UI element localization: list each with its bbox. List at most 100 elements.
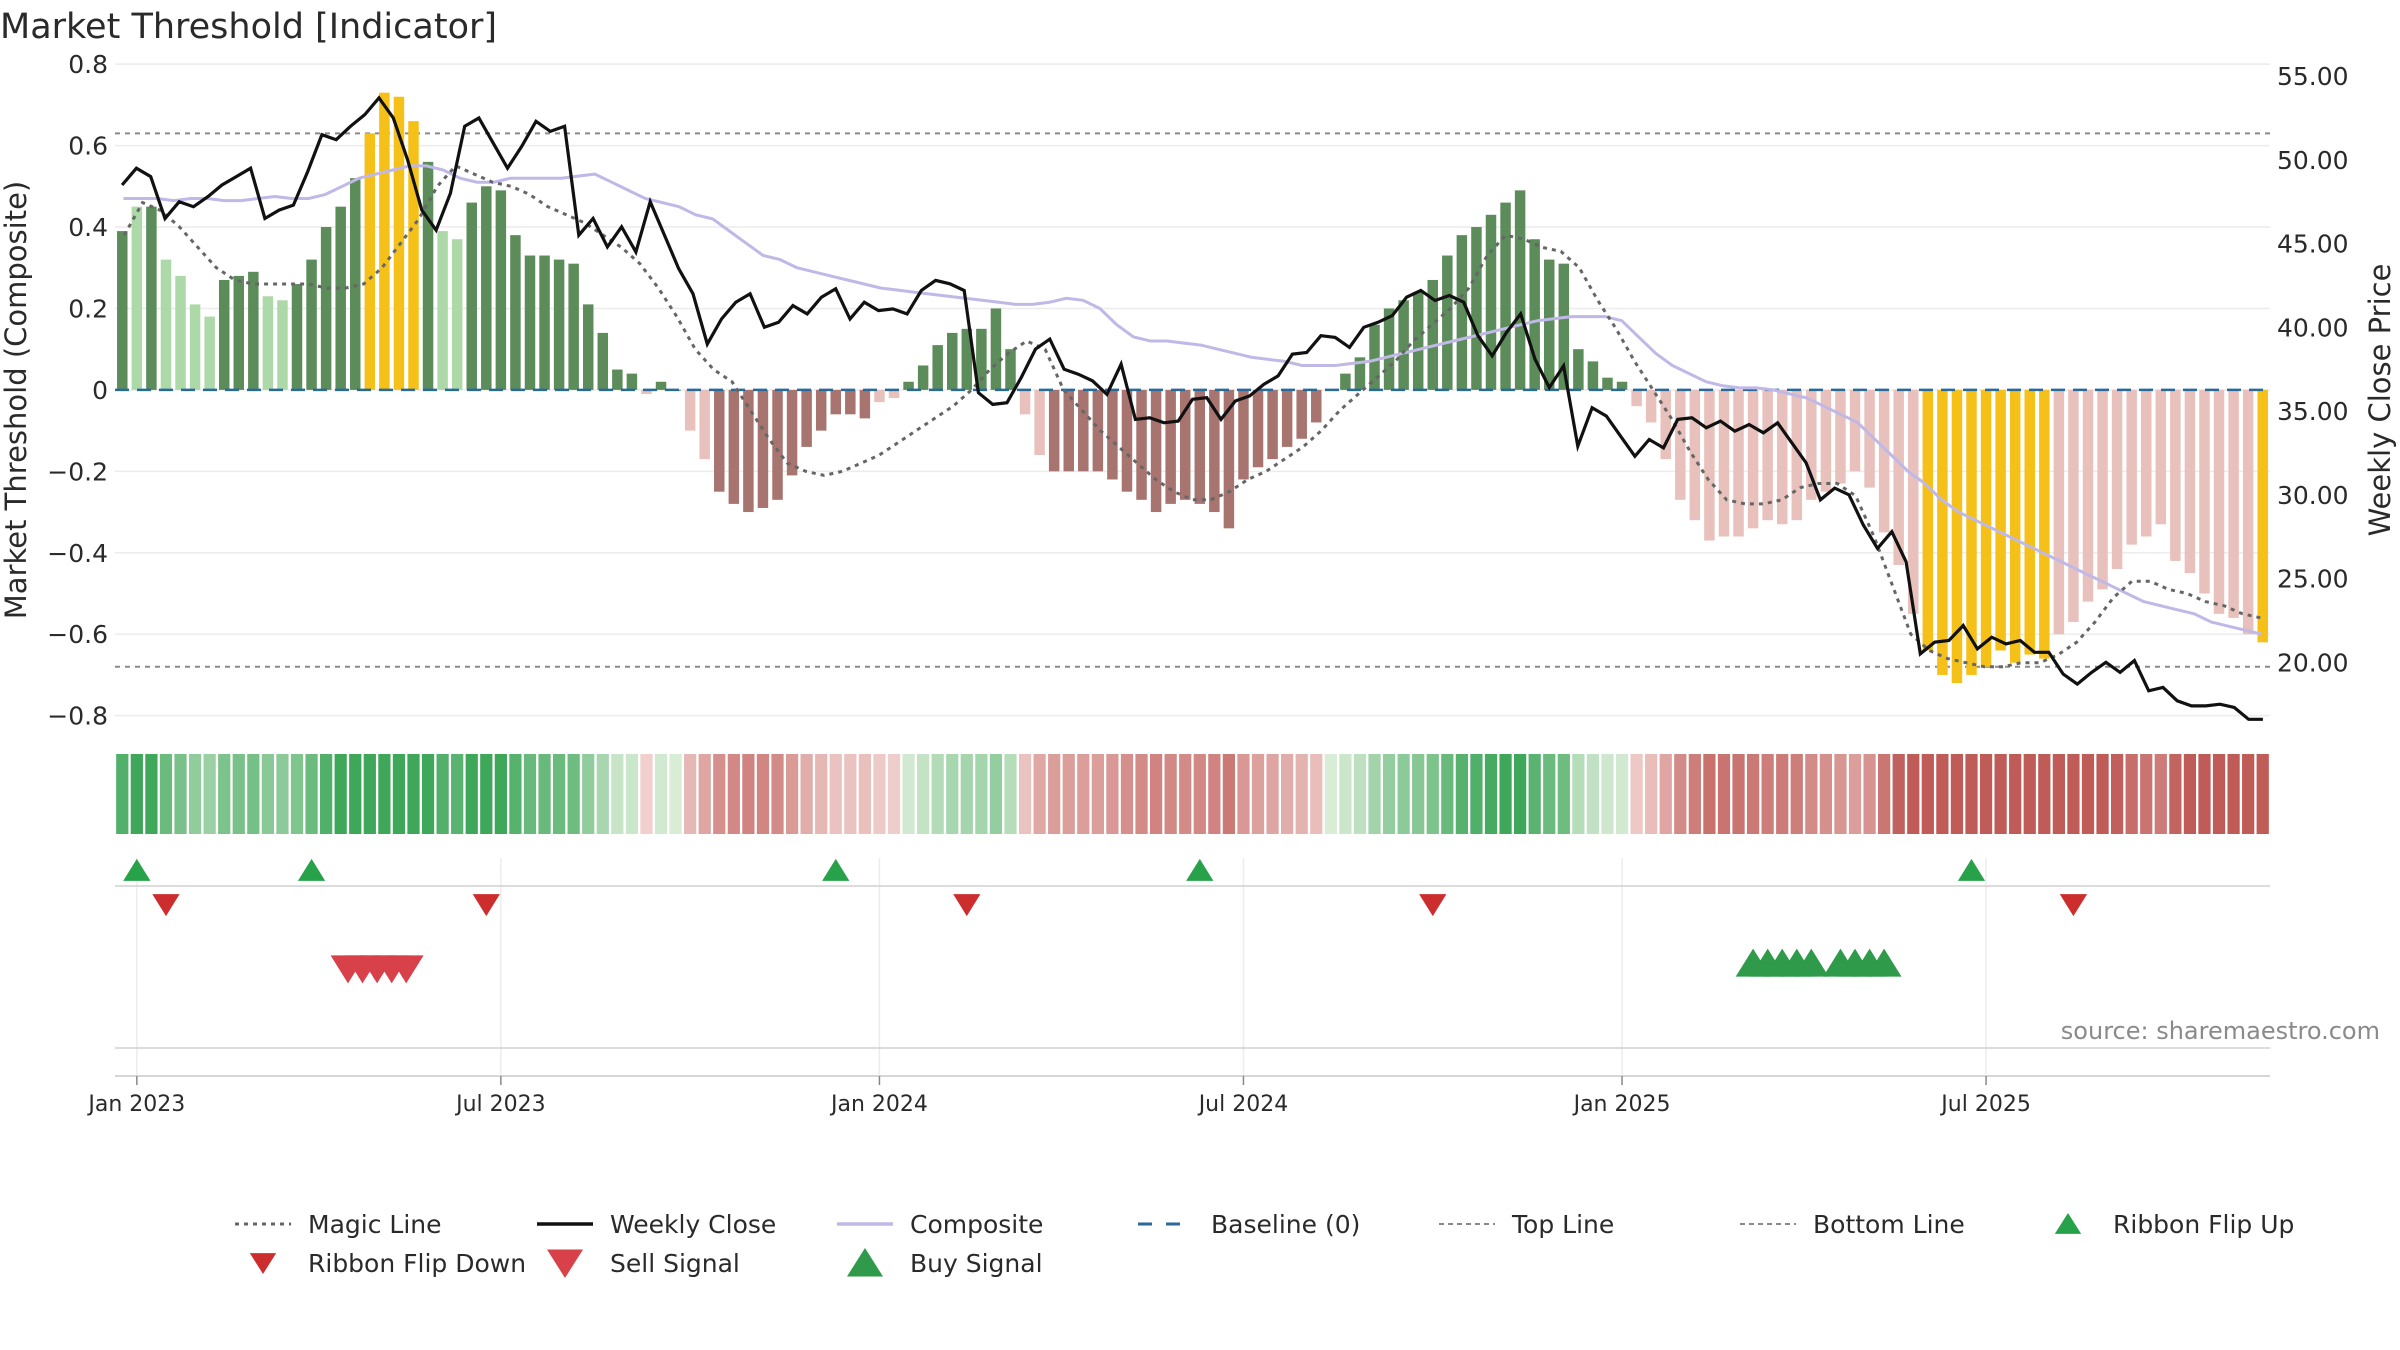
composite-bar [1354, 357, 1366, 390]
ribbon-cell [116, 754, 129, 834]
ribbon-cell [684, 754, 697, 834]
composite-bar [1529, 239, 1540, 390]
y2-tick-label: 25.00 [2277, 565, 2349, 594]
composite-bar [1194, 389, 1206, 504]
composite-bar [1500, 202, 1511, 390]
ribbon-cell [1164, 754, 1177, 834]
composite-bar [2009, 389, 2021, 663]
ribbon-cell [1222, 754, 1236, 834]
ribbon-cell [509, 754, 522, 834]
legend-item: Magic Line [235, 1210, 442, 1239]
ribbon-cell [1848, 754, 1862, 834]
series-lines [115, 95, 2270, 721]
date-tick-label: Jul 2024 [1197, 1092, 1289, 1117]
composite-bar [2024, 389, 2035, 655]
ribbon-cell [349, 754, 362, 834]
y2-tick-label: 20.00 [2277, 648, 2349, 677]
ribbon-cell [2009, 754, 2022, 834]
composite-bar [1922, 389, 1934, 651]
composite-bar [976, 328, 987, 390]
ribbon-cell [1761, 754, 1774, 834]
ribbon-cell [174, 754, 187, 834]
ribbon-cell [1892, 754, 1905, 834]
ribbon-cell [1470, 754, 1483, 834]
composite-bar [437, 231, 448, 390]
ribbon-cell [2125, 754, 2138, 834]
ribbon-cell [1484, 754, 1498, 834]
sell-signal-marker [388, 955, 424, 984]
ribbon-cell [1237, 754, 1250, 834]
ribbon-cell [2038, 754, 2051, 834]
ribbon-cell [1412, 754, 1425, 834]
composite-bar [1951, 389, 1963, 684]
ribbon-cell [538, 754, 551, 834]
composite-bar [1645, 389, 1657, 423]
ribbon-cell [1135, 754, 1148, 834]
date-axis: Jan 2023 Jul 2023 Jan 2024 Jul 2024 Jan 2025… [86, 1076, 2031, 1117]
y-tick-label: −0.4 [47, 539, 108, 568]
y2-tick-label: 45.00 [2277, 230, 2349, 259]
y-tick-label: 0 [92, 376, 108, 405]
composite-bar [1762, 389, 1773, 521]
composite-bar [1849, 389, 1861, 472]
composite-bar [1398, 300, 1409, 390]
ribbon-cell [1776, 754, 1789, 834]
y-axis-label: Market Threshold (Composite) [0, 181, 33, 619]
ribbon-cell [800, 754, 813, 834]
ribbon-flip-up-marker [1186, 858, 1214, 881]
ribbon-cell [1834, 754, 1847, 834]
ribbon-cell [1994, 754, 2007, 834]
composite-bar [277, 300, 288, 390]
composite-bar [786, 389, 798, 476]
composite-bar [1747, 389, 1759, 529]
legend-item: Bottom Line [1740, 1210, 1965, 1239]
ribbon-cell [1018, 754, 1032, 834]
ribbon-cell [1790, 754, 1803, 834]
composite-bar [1063, 389, 1074, 472]
ribbon-cell [1251, 754, 1265, 834]
composite-bar [1587, 361, 1599, 390]
composite-bar [1820, 389, 1832, 492]
ribbon-cell [2081, 754, 2095, 834]
composite-bar [291, 284, 303, 390]
ribbon-cell [1106, 754, 1119, 834]
composite-bar [2155, 389, 2167, 525]
ribbon-cell [771, 754, 784, 834]
ribbon-cell [2212, 754, 2226, 834]
ribbon-cell [844, 754, 857, 834]
composite-bar [684, 389, 696, 431]
composite-bar [1456, 235, 1468, 390]
ribbon-cell [2183, 754, 2197, 834]
y-tick-label: −0.6 [47, 620, 108, 649]
ribbon-cell [1674, 754, 1687, 834]
ribbon-cell [290, 754, 304, 834]
ribbon-cell [742, 754, 755, 834]
composite-bar [2170, 389, 2181, 561]
ribbon-cell [2096, 754, 2109, 834]
composite-bar [1005, 349, 1016, 390]
legend-item: Top Line [1439, 1210, 1614, 1239]
composite-bar [1165, 389, 1176, 504]
composite-bar [2228, 389, 2239, 618]
composite-bar [568, 263, 579, 390]
ribbon-cell [698, 754, 711, 834]
composite-bar [146, 206, 157, 390]
ribbon-cell [320, 754, 333, 834]
composite-bar [1806, 389, 1817, 500]
composite-bar [1311, 389, 1322, 423]
ribbon-cell [946, 754, 959, 834]
ribbon-cell [917, 754, 930, 834]
composite-bar [830, 389, 842, 415]
legend-label: Ribbon Flip Up [2113, 1210, 2294, 1239]
date-tick-label: Jan 2024 [829, 1092, 928, 1117]
ribbon-cell [261, 754, 275, 834]
composite-bar [2257, 389, 2268, 643]
y-tick-label: 0.4 [68, 213, 108, 242]
ribbon-cell [1397, 754, 1410, 834]
ribbon-flip-down-marker [472, 894, 500, 917]
ribbon-cell [596, 754, 609, 834]
composite-bar [772, 389, 783, 500]
composite-bar [1908, 389, 1919, 614]
composite-bar [1995, 389, 2006, 651]
